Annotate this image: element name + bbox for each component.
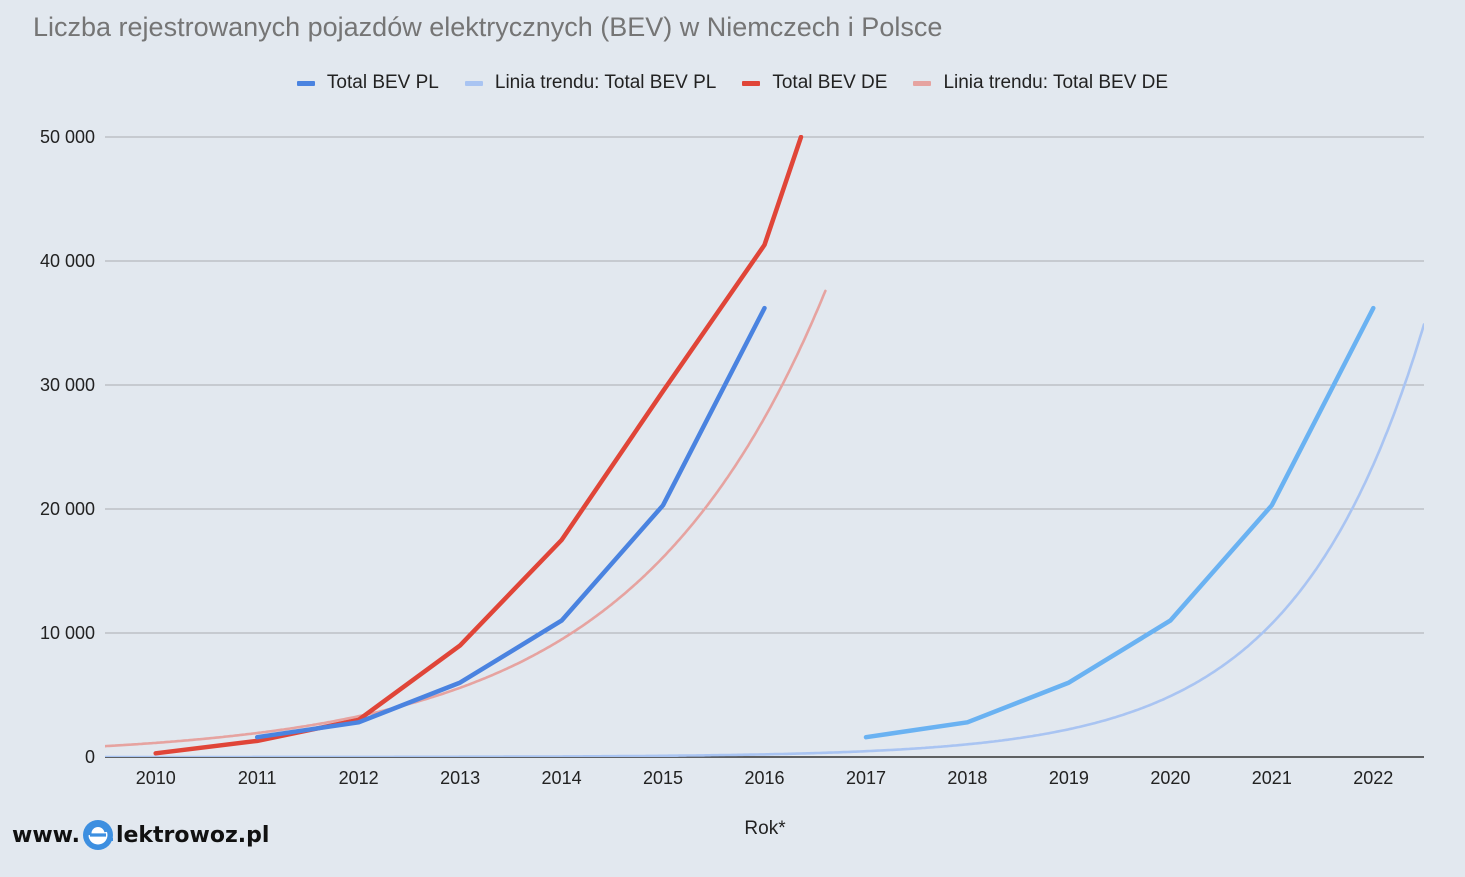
x-tick-label: 2012: [339, 768, 379, 788]
x-tick-label: 2015: [643, 768, 683, 788]
legend-item[interactable]: Linia trendu: Total BEV DE: [913, 72, 1168, 94]
x-tick-label: 2020: [1150, 768, 1190, 788]
legend-swatch: [296, 80, 315, 86]
y-tick-label: 20 000: [40, 499, 95, 519]
legend-swatch: [464, 80, 483, 86]
x-tick-label: 2019: [1049, 768, 1089, 788]
trend-line-de: [105, 289, 827, 748]
y-tick-labels: 0 10 000 20 000 30 000 40 000 50 000: [40, 127, 95, 767]
y-tick-label: 0: [85, 747, 95, 767]
x-tick-label: 2022: [1353, 768, 1393, 788]
x-tick-label: 2017: [846, 768, 886, 788]
series-line-de: [153, 135, 804, 756]
series-line-pl: [254, 305, 767, 740]
y-tick-label: 40 000: [40, 251, 95, 271]
legend-item[interactable]: Total BEV PL: [296, 72, 439, 94]
watermark-logo[interactable]: www. lektrowoz.pl: [12, 818, 269, 852]
legend-item[interactable]: Linia trendu: Total BEV PL: [464, 72, 717, 94]
x-tick-label: 2010: [136, 768, 176, 788]
x-tick-label: 2011: [238, 768, 277, 788]
chart-title: Liczba rejestrowanych pojazdów elektrycz…: [33, 12, 943, 42]
series-lines: [105, 135, 1424, 757]
trend-line-pl: [105, 323, 1424, 757]
x-tick-label: 2014: [542, 768, 582, 788]
series-line-extra: [863, 305, 1376, 740]
x-tick-label: 2018: [947, 768, 987, 788]
legend-label: Linia trendu: Total BEV PL: [494, 72, 717, 93]
y-tick-label: 10 000: [40, 623, 95, 643]
x-tick-label: 2016: [744, 768, 784, 788]
legend: Total BEV PL Linia trendu: Total BEV PL To…: [0, 72, 1465, 94]
legend-swatch: [913, 80, 932, 86]
legend-label: Total BEV DE: [772, 72, 888, 93]
logo-prefix: www.: [12, 822, 80, 848]
legend-swatch: [742, 80, 761, 86]
legend-label: Total BEV PL: [326, 72, 439, 93]
y-tick-label: 50 000: [40, 127, 95, 147]
x-tick-labels: 2010 2011 2012 2013 2014 2015 2016 2017 2018 2019…: [136, 768, 1394, 788]
x-tick-label: 2021: [1252, 768, 1292, 788]
x-tick-label: 2013: [440, 768, 480, 788]
legend-item[interactable]: Total BEV DE: [742, 72, 887, 94]
logo-suffix: lektrowoz.pl: [115, 822, 270, 848]
y-tick-label: 30 000: [40, 375, 95, 395]
plug-e-icon: [82, 820, 113, 850]
legend-label: Linia trendu: Total BEV DE: [943, 72, 1169, 93]
x-axis-label: Rok*: [744, 818, 786, 839]
